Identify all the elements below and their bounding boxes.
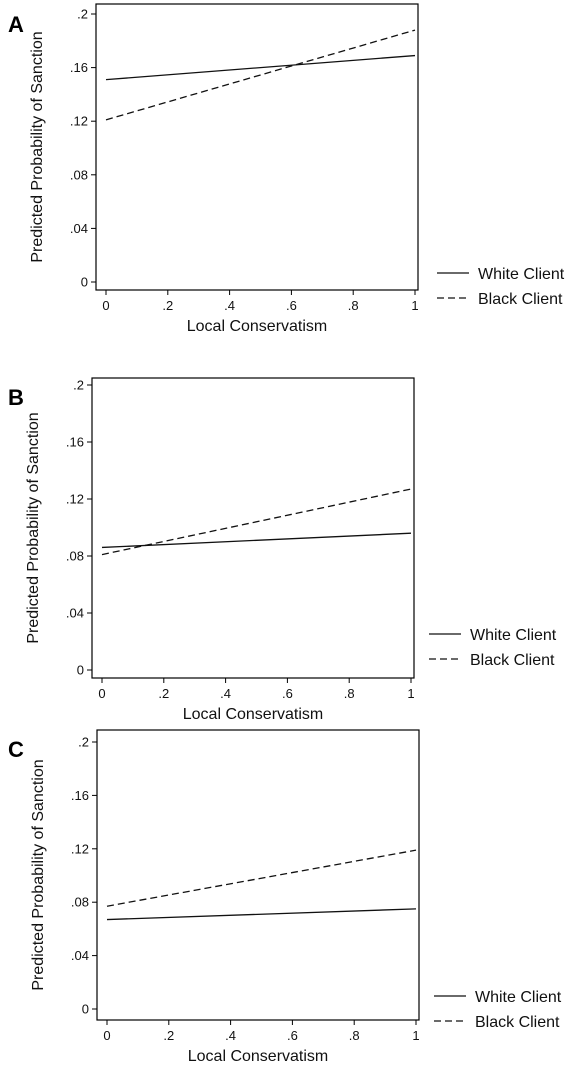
y-tick-label: .16: [71, 788, 89, 803]
chart-panel-c: C 0 .04 .08 .12 .16 .2 0 .2 .4 .6 .8 1 Local Conserva…: [8, 729, 562, 1065]
y-axis-title: Predicted Probability of Sanction: [30, 759, 47, 990]
x-tick-label: .8: [344, 686, 355, 701]
y-tick-label: 0: [81, 275, 88, 290]
legend-label: White Client: [475, 989, 562, 1006]
x-tick-label: .6: [282, 686, 293, 701]
x-axis-title: Local Conservatism: [183, 706, 324, 723]
y-tick-label: .08: [66, 549, 84, 564]
x-tick-label: 0: [102, 298, 109, 313]
series-line-black-client: [105, 29, 416, 121]
legend-label: White Client: [478, 266, 565, 283]
y-tick-label: .2: [78, 735, 89, 750]
x-tick-label: .2: [162, 298, 173, 313]
x-tick-label: .4: [220, 686, 231, 701]
plot-frame: [96, 729, 420, 1021]
y-tick-label: .04: [66, 606, 84, 621]
y-tick-label: .12: [71, 841, 89, 856]
x-axis-title: Local Conservatism: [188, 1048, 329, 1065]
x-tick-label: .2: [158, 686, 169, 701]
x-tick-label: 0: [103, 1028, 110, 1043]
series-line-white-client: [101, 532, 412, 549]
x-tick-label: .2: [163, 1028, 174, 1043]
panel-label: A: [8, 12, 24, 37]
x-tick-label: 0: [98, 686, 105, 701]
x-tick-label: 1: [407, 686, 414, 701]
series-line-white-client: [106, 908, 417, 921]
chart-panel-b: B 0 .04 .08 .12 .16 .2 0 .2 .4 .6 .8 1 Local Conserva…: [8, 377, 557, 723]
chart-panel-a: A 0 .04 .08 .12 .16 .2 0 .2 .4 .6 .8 1 Local Conserva…: [8, 3, 565, 335]
y-tick-label: .16: [70, 60, 88, 75]
x-axis-title: Local Conservatism: [187, 318, 328, 335]
x-tick-label: .4: [224, 298, 235, 313]
y-tick-label: 0: [77, 663, 84, 678]
y-tick-label: .2: [73, 378, 84, 393]
series-line-white-client: [105, 54, 416, 81]
x-tick-label: 1: [411, 298, 418, 313]
panel-label: C: [8, 737, 24, 762]
legend-label: Black Client: [478, 291, 563, 308]
plot-frame: [91, 377, 415, 679]
plot-frame: [95, 3, 419, 291]
y-tick-label: .12: [70, 114, 88, 129]
y-axis-title: Predicted Probability of Sanction: [25, 412, 42, 643]
x-tick-label: 1: [412, 1028, 419, 1043]
legend: White Client Black Client: [429, 627, 557, 669]
y-axis-title: Predicted Probability of Sanction: [29, 31, 46, 262]
panel-label: B: [8, 385, 24, 410]
y-tick-label: .04: [71, 948, 89, 963]
legend-label: Black Client: [470, 652, 555, 669]
legend: White Client Black Client: [434, 989, 562, 1031]
x-tick-label: .8: [349, 1028, 360, 1043]
series-line-black-client: [101, 488, 412, 556]
y-tick-label: .08: [70, 167, 88, 182]
y-tick-label: .04: [70, 221, 88, 236]
x-tick-label: .6: [287, 1028, 298, 1043]
y-tick-label: .08: [71, 895, 89, 910]
x-tick-label: .8: [348, 298, 359, 313]
series-line-black-client: [106, 849, 417, 907]
legend-label: Black Client: [475, 1014, 560, 1031]
x-tick-label: .4: [225, 1028, 236, 1043]
y-tick-label: .2: [77, 7, 88, 22]
y-tick-label: 0: [82, 1002, 89, 1017]
y-tick-label: .16: [66, 435, 84, 450]
x-tick-label: .6: [286, 298, 297, 313]
y-tick-label: .12: [66, 492, 84, 507]
legend: White Client Black Client: [437, 266, 565, 308]
legend-label: White Client: [470, 627, 557, 644]
